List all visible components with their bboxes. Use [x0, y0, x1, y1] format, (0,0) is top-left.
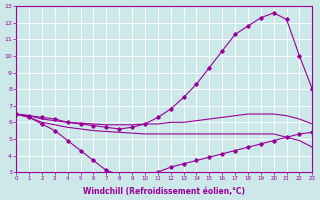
X-axis label: Windchill (Refroidissement éolien,°C): Windchill (Refroidissement éolien,°C) — [83, 187, 245, 196]
